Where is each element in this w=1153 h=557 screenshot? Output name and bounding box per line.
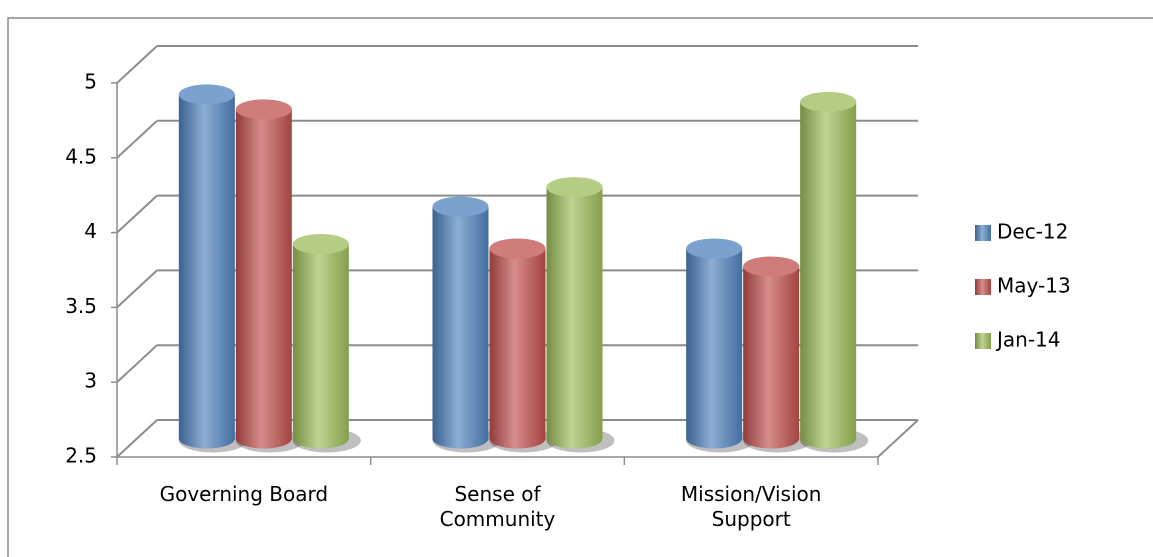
- bar: [489, 248, 546, 439]
- bar: [235, 109, 292, 439]
- bar-top: [178, 84, 235, 105]
- legend-swatch: [975, 279, 991, 295]
- legend-label: May-13: [997, 274, 1071, 298]
- bar-top: [432, 196, 489, 217]
- x-tick-label: Mission/Vision Support: [680, 482, 822, 531]
- bar-top: [686, 238, 743, 259]
- grid-line-side: [116, 344, 158, 383]
- legend-label: Jan-14: [995, 328, 1061, 352]
- grid-line-side: [116, 45, 158, 84]
- grid-line-side: [116, 194, 158, 234]
- legend-swatch: [975, 333, 991, 349]
- y-tick-label: 5: [84, 70, 97, 94]
- bar-top: [235, 99, 292, 120]
- y-tick-label: 3.5: [65, 294, 97, 318]
- bar: [800, 101, 857, 439]
- bar-top: [743, 256, 800, 277]
- y-tick-label: 3: [84, 369, 97, 393]
- bar-top: [546, 177, 603, 198]
- x-tick-label: Governing Board: [159, 482, 329, 506]
- bar-top: [800, 91, 857, 112]
- y-tick-label: 4: [84, 219, 97, 243]
- legend-label: Dec-12: [997, 220, 1068, 244]
- floor-edge: [877, 419, 919, 458]
- legend-swatch: [975, 225, 991, 241]
- bar: [432, 206, 489, 439]
- bar: [546, 187, 603, 439]
- bar-top: [489, 238, 546, 259]
- bar: [178, 94, 235, 439]
- bar-top: [292, 234, 349, 255]
- x-tick-label: Sense of Community: [439, 482, 556, 531]
- grid-line-side: [116, 269, 158, 309]
- grid-line-side: [116, 120, 158, 159]
- bar: [686, 248, 743, 439]
- bar: [292, 244, 349, 439]
- y-tick-label: 4.5: [65, 144, 97, 168]
- y-tick-label: 2.5: [65, 444, 97, 468]
- grid-line-side: [116, 419, 158, 458]
- bar: [743, 266, 800, 439]
